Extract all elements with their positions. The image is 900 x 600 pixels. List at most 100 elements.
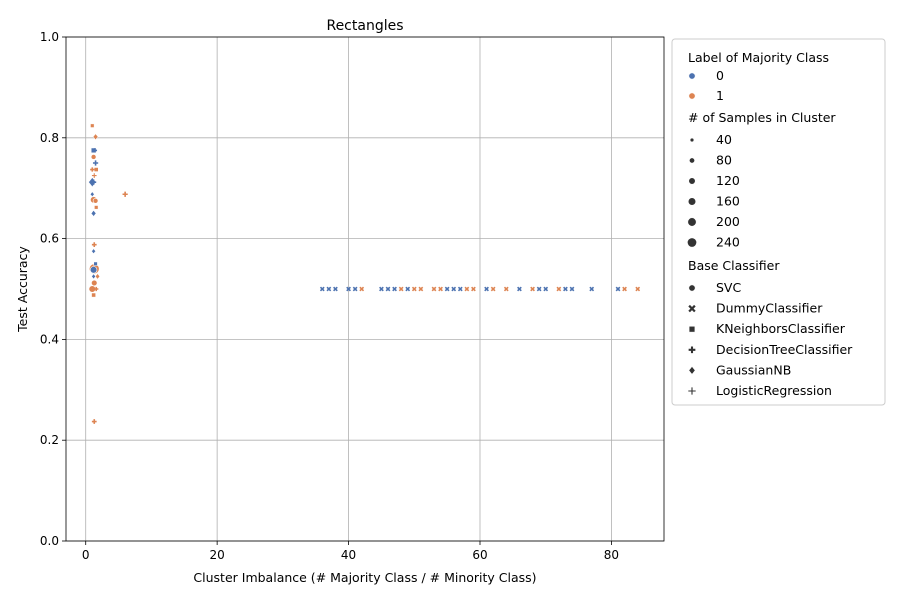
x-tick-label: 20: [210, 548, 225, 562]
data-point: [352, 286, 358, 292]
y-tick-label: 0.4: [40, 332, 59, 346]
legend-size-label: 160: [716, 194, 740, 209]
data-point: [92, 133, 99, 141]
legend-hue-marker: [688, 92, 696, 100]
y-tick-label: 0.6: [40, 232, 59, 246]
data-point: [503, 286, 509, 292]
data-point: [91, 273, 96, 280]
legend-hue-title: Label of Majority Class: [688, 50, 829, 65]
y-tick-label: 0.0: [40, 534, 59, 548]
data-point: [464, 286, 470, 292]
data-point: [93, 167, 99, 172]
data-point: [543, 286, 549, 292]
data-point: [91, 248, 96, 255]
data-point: [90, 191, 95, 198]
data-point: [589, 286, 595, 292]
data-point: [90, 123, 95, 128]
data-point: [457, 286, 463, 292]
data-point: [563, 286, 568, 292]
legend-box: [671, 38, 886, 406]
y-axis-label: Test Accuracy: [15, 246, 30, 333]
data-point: [411, 286, 417, 292]
legend-size-marker: [687, 217, 697, 227]
data-point: [90, 167, 95, 172]
legend-hue-label: 0: [716, 68, 724, 83]
y-tick-label: 0.8: [40, 131, 59, 145]
legend-hue-label: 1: [716, 88, 724, 103]
legend-size-label: 120: [716, 173, 740, 188]
data-point: [92, 160, 99, 166]
data-point: [635, 286, 641, 292]
chart-title: Rectangles: [326, 18, 403, 34]
legend-style-title: Base Classifier: [688, 258, 780, 273]
legend-style-label: DecisionTreeClassifier: [716, 342, 853, 357]
y-tick-label: 1.0: [40, 30, 59, 44]
data-point: [392, 286, 397, 292]
legend-style-marker: [688, 284, 696, 292]
data-point: [569, 286, 575, 292]
legend-style-marker: [688, 326, 696, 333]
data-point: [92, 148, 98, 153]
data-point: [622, 286, 627, 292]
data-point: [90, 179, 97, 185]
legend-size-label: 200: [716, 214, 740, 229]
legend-size-label: 40: [716, 132, 732, 147]
data-point: [359, 286, 365, 292]
data-point: [346, 286, 351, 292]
data-point: [418, 286, 424, 292]
data-point: [431, 286, 437, 292]
data-point: [615, 286, 621, 292]
y-tick-label: 0.2: [40, 433, 59, 447]
x-tick-label: 60: [472, 548, 487, 562]
data-point: [438, 286, 443, 292]
legend-size-marker: [688, 177, 696, 185]
legend-style-label: SVC: [716, 280, 741, 295]
data-point: [89, 266, 98, 274]
legend-style-marker: [688, 304, 696, 313]
data-point: [490, 286, 496, 292]
data-point: [90, 154, 97, 160]
data-point: [92, 198, 99, 204]
data-point: [94, 205, 99, 210]
legend-size-marker: [689, 137, 695, 143]
legend-style-marker: [688, 387, 696, 395]
data-point: [530, 286, 535, 292]
data-point: [91, 419, 97, 424]
legend-size-marker: [687, 197, 697, 206]
data-point: [398, 286, 404, 292]
data-point: [93, 261, 98, 266]
y-axis-ticks: 0.0 0.2 0.4 0.6 0.8 1.0: [40, 30, 66, 548]
legend-size-label: 240: [716, 235, 740, 250]
data-point: [319, 286, 325, 292]
data-point: [556, 286, 562, 292]
data-points: [88, 123, 641, 424]
legend-size-marker: [687, 237, 697, 248]
data-point: [95, 273, 101, 280]
legend-hue-marker: [688, 72, 696, 80]
data-point: [94, 286, 99, 292]
data-point: [536, 286, 542, 292]
x-axis-label: Cluster Imbalance (# Majority Class / # …: [193, 570, 536, 585]
data-point: [405, 286, 411, 292]
data-point: [91, 279, 98, 287]
legend-size-title: # of Samples in Cluster: [688, 110, 836, 125]
plot-frame: [65, 36, 665, 542]
grid-lines: [66, 36, 664, 542]
x-tick-label: 40: [341, 548, 356, 562]
legend-size-marker: [689, 157, 695, 164]
legend-style-label: GaussianNB: [716, 362, 791, 377]
data-point: [90, 210, 97, 217]
legend-style-marker: [688, 366, 696, 375]
legend-style-label: LogisticRegression: [716, 383, 832, 398]
data-point: [379, 286, 384, 292]
data-point: [91, 173, 97, 178]
x-axis-ticks: 0 20 40 60 80: [82, 541, 619, 562]
data-point: [333, 286, 338, 292]
legend-style-marker: [688, 346, 696, 354]
x-tick-label: 0: [82, 548, 90, 562]
legend-style-label: DummyClassifier: [716, 301, 823, 316]
legend: Label of Majority Class 0 1 # of Samples …: [671, 38, 886, 406]
data-point: [451, 286, 457, 292]
legend-size-label: 80: [716, 153, 732, 168]
